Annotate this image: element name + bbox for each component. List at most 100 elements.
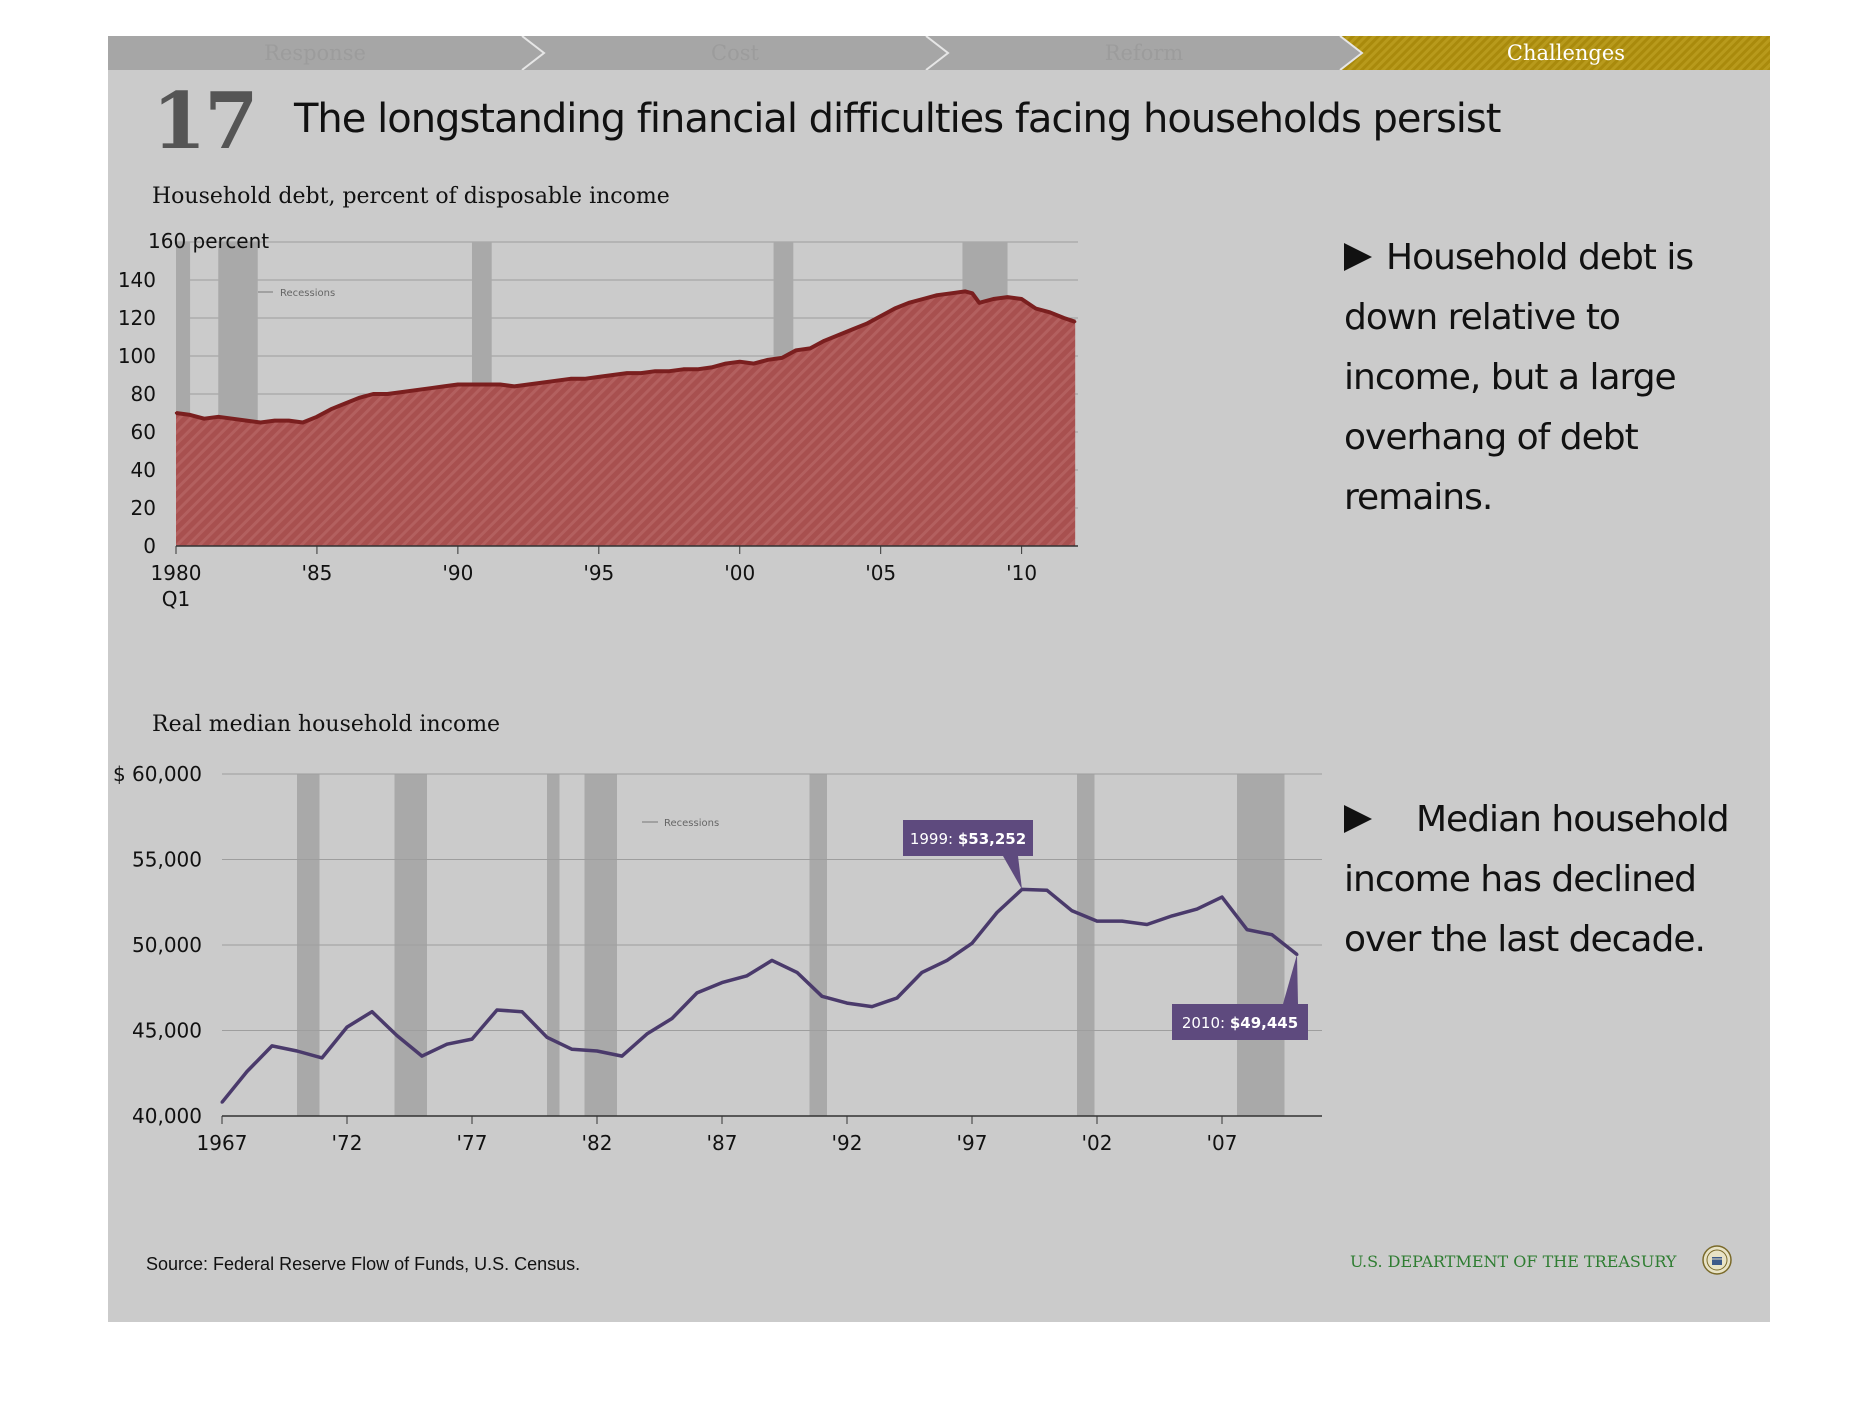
- x-tick-label: '92: [832, 1131, 863, 1155]
- income-data-point: [345, 1025, 349, 1029]
- x-tick-label: '82: [582, 1131, 613, 1155]
- debt-data-point: [992, 297, 995, 301]
- debt-data-point: [865, 322, 868, 325]
- y-tick-label: 80: [131, 382, 156, 406]
- annotation-pointer: [1003, 856, 1022, 890]
- income-data-point: [1195, 907, 1199, 911]
- treasury-seal-icon: [1702, 1245, 1732, 1275]
- debt-data-point: [851, 328, 854, 331]
- income-data-point: [220, 1100, 224, 1104]
- y-tick-label: 100: [118, 344, 156, 368]
- debt-data-point: [837, 333, 840, 337]
- y-tick-label: 0: [143, 534, 156, 558]
- debt-data-point: [386, 392, 389, 396]
- tab-cost[interactable]: Cost: [711, 41, 759, 65]
- x-tick-label: '90: [442, 561, 473, 585]
- x-tick-sublabel: Q1: [162, 587, 190, 611]
- debt-data-point: [456, 383, 460, 386]
- income-data-point: [1020, 887, 1024, 891]
- debt-data-point: [400, 390, 403, 394]
- tab-challenges[interactable]: Challenges: [1506, 41, 1626, 65]
- debt-data-point: [513, 385, 516, 388]
- annotation-label: 2010: $49,445: [1182, 1014, 1298, 1032]
- debt-data-point: [710, 366, 713, 369]
- debt-data-point: [893, 307, 896, 310]
- debt-data-point: [569, 377, 572, 380]
- income-data-point: [845, 1001, 849, 1005]
- debt-data-point: [583, 377, 586, 380]
- income-data-point: [570, 1047, 574, 1051]
- debt-data-point: [625, 371, 629, 375]
- income-data-point: [770, 958, 774, 962]
- debt-data-point: [752, 362, 755, 365]
- tab-response[interactable]: Response: [264, 41, 366, 65]
- debt-data-point: [879, 314, 882, 318]
- debt-data-point: [329, 408, 333, 411]
- income-data-point: [370, 1010, 374, 1014]
- nav-segment-reform[interactable]: [926, 36, 1362, 70]
- takeaway-debt-text: Household debt is down relative to incom…: [1344, 237, 1694, 518]
- x-tick-label: 1980: [151, 561, 202, 585]
- debt-data-point: [315, 415, 319, 418]
- debt-data-point: [696, 368, 699, 371]
- slide-number: 17: [152, 76, 259, 167]
- debt-data-point: [654, 370, 657, 373]
- debt-data-point: [682, 368, 685, 371]
- debt-data-point: [766, 358, 770, 361]
- income-data-point: [320, 1056, 324, 1060]
- x-tick-label: 1967: [197, 1131, 248, 1155]
- debt-data-point: [668, 370, 671, 373]
- debt-data-point: [907, 301, 911, 304]
- takeaway-income: Median household income has declined ove…: [1344, 790, 1744, 970]
- income-data-point: [620, 1054, 624, 1058]
- debt-data-point: [231, 417, 234, 420]
- debt-chart-title: Household debt, percent of disposable in…: [152, 184, 670, 209]
- y-tick-label: 50,000: [132, 933, 202, 957]
- y-tick-label: 45,000: [132, 1019, 202, 1043]
- income-data-point: [520, 1010, 524, 1014]
- y-tick-label: 40: [131, 458, 156, 482]
- annotation-value: $49,445: [1230, 1014, 1298, 1032]
- tab-reform[interactable]: Reform: [1104, 41, 1184, 65]
- income-data-point: [1220, 895, 1224, 899]
- annotation-box: [903, 820, 1033, 856]
- debt-data-point: [950, 292, 953, 295]
- income-data-point: [870, 1005, 874, 1009]
- x-tick-label: '85: [301, 561, 332, 585]
- median-income-chart: 40,000 45,000 50,000 55,000 $ 60,000 1967 '72 '…: [113, 762, 1322, 1155]
- debt-data-point: [301, 421, 304, 424]
- y-axis-top-label: 160 percent: [148, 229, 269, 253]
- debt-data-point: [428, 387, 431, 390]
- income-data-point: [245, 1070, 249, 1073]
- income-data-point: [720, 981, 724, 985]
- debt-data-point: [343, 402, 347, 405]
- debt-data-point: [245, 419, 248, 422]
- debt-data-point: [1006, 295, 1009, 299]
- play-arrow-icon: [1344, 243, 1372, 271]
- income-data-point: [995, 911, 999, 914]
- nav-segment-challenges[interactable]: [1340, 36, 1770, 70]
- debt-data-point: [971, 292, 974, 295]
- debt-data-point: [442, 385, 445, 388]
- takeaway-debt: Household debt is down relative to incom…: [1344, 228, 1744, 528]
- debt-series-line: [175, 289, 1076, 425]
- income-data-point: [445, 1042, 449, 1046]
- annotation-pointer: [1283, 954, 1298, 1004]
- debt-data-point: [639, 371, 643, 375]
- debt-data-point: [555, 379, 558, 382]
- x-tick-label: '07: [1207, 1131, 1238, 1155]
- income-data-point: [295, 1049, 299, 1053]
- income-data-point: [470, 1037, 474, 1041]
- income-data-point: [920, 970, 924, 974]
- legend-recessions-label: Recessions: [664, 818, 719, 829]
- debt-data-point: [1062, 316, 1066, 320]
- debt-data-point: [1020, 297, 1023, 301]
- debt-data-point: [611, 373, 615, 377]
- debt-data-point: [794, 349, 798, 352]
- annotation-year: 1999:: [910, 830, 958, 848]
- y-tick-label: 55,000: [132, 848, 202, 872]
- income-data-point: [1245, 928, 1249, 932]
- annotation-year: 2010:: [1182, 1014, 1230, 1032]
- nav-segment-cost[interactable]: [522, 36, 948, 70]
- nav-segment-response[interactable]: [108, 36, 544, 70]
